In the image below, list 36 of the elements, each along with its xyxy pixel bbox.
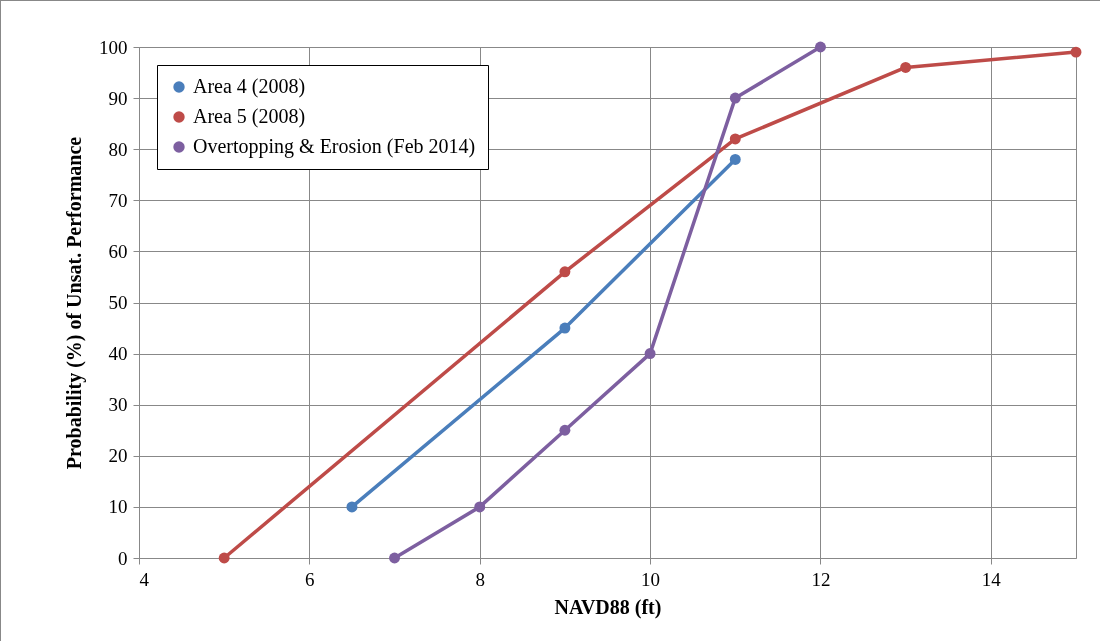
point bbox=[559, 322, 571, 334]
y-tick-label: 20 bbox=[108, 445, 128, 467]
x-tick-label: 10 bbox=[641, 568, 661, 590]
point bbox=[559, 424, 571, 436]
x-tick-label: 4 bbox=[139, 568, 150, 590]
point bbox=[474, 501, 486, 513]
point bbox=[218, 552, 230, 564]
y-tick-label: 70 bbox=[108, 189, 128, 211]
point bbox=[729, 133, 741, 145]
y-tick-label: 60 bbox=[108, 240, 128, 262]
x-tick-label: 14 bbox=[981, 568, 1002, 590]
point bbox=[644, 348, 656, 360]
point bbox=[346, 501, 358, 513]
y-tick-label: 10 bbox=[108, 496, 128, 518]
y-tick-label: 100 bbox=[99, 36, 128, 58]
y-tick-label: 90 bbox=[108, 87, 128, 109]
point bbox=[814, 41, 826, 53]
y-tick-label: 0 bbox=[118, 547, 128, 569]
point bbox=[559, 266, 571, 278]
legend-label: Area 4 (2008) bbox=[193, 75, 306, 98]
point bbox=[1070, 46, 1082, 58]
x-tick-label: 8 bbox=[475, 568, 485, 590]
y-tick-label: 40 bbox=[108, 343, 128, 365]
legend-label: Area 5 (2008) bbox=[193, 105, 306, 128]
x-axis-title: NAVD88 (ft) bbox=[554, 595, 662, 619]
x-tick-label: 12 bbox=[811, 568, 831, 590]
legend-label: Overtopping & Erosion (Feb 2014) bbox=[193, 135, 476, 158]
y-axis-title: Probability (%) of Unsat. Performance bbox=[63, 136, 86, 470]
point bbox=[900, 61, 912, 73]
point bbox=[729, 92, 741, 104]
point bbox=[389, 552, 401, 564]
y-tick-label: 80 bbox=[108, 138, 128, 160]
point bbox=[729, 153, 741, 165]
x-tick-label: 6 bbox=[305, 568, 315, 590]
y-tick-label: 30 bbox=[108, 394, 128, 416]
y-tick-label: 50 bbox=[108, 292, 128, 313]
